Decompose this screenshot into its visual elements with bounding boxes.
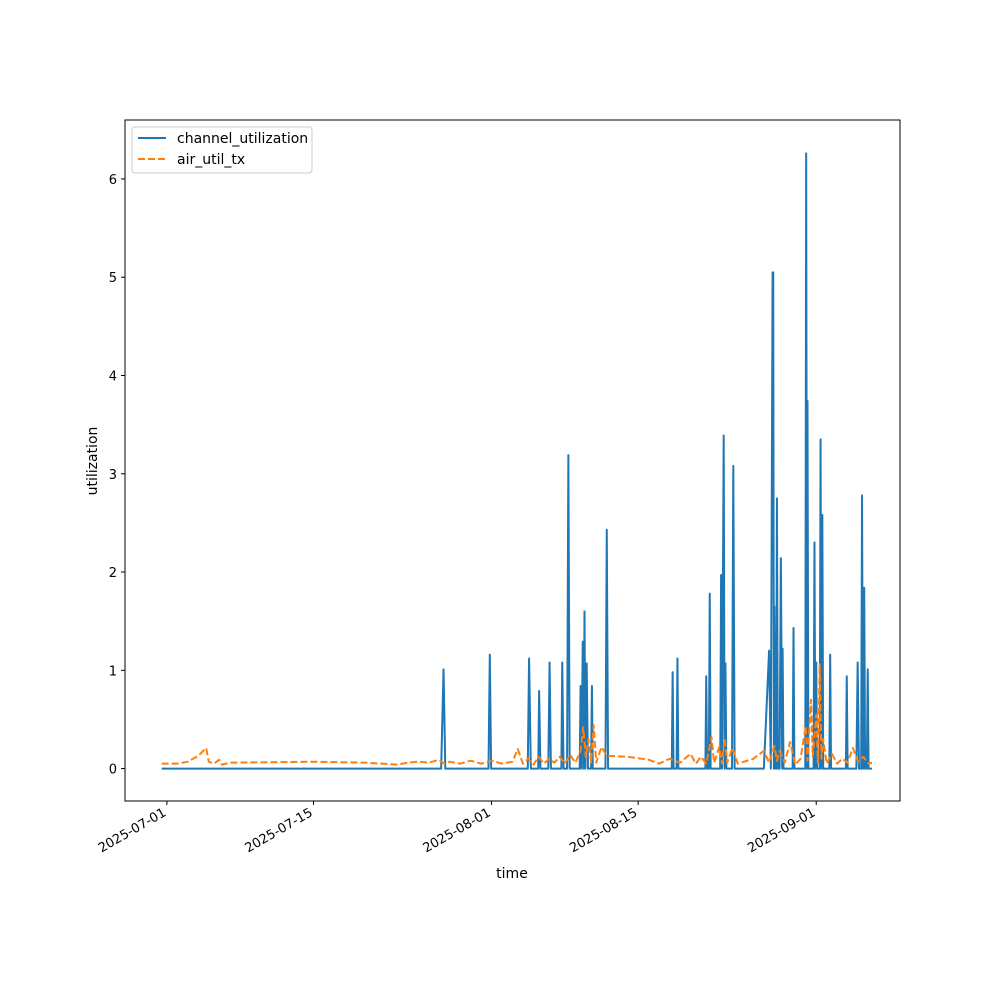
x-tick-label: 2025-09-01 (745, 805, 818, 856)
y-tick-label: 6 (109, 173, 117, 188)
x-tick-label: 2025-07-15 (243, 805, 316, 856)
legend-label-channel-utilization: channel_utilization (177, 131, 308, 147)
series-layer (161, 152, 873, 770)
y-tick-label: 5 (109, 271, 117, 286)
series-line-channel-utilization (161, 152, 873, 770)
plot-frame (124, 119, 901, 802)
legend-box (131, 126, 313, 174)
x-axis: 2025-07-01 2025-07-15 2025-08-01 2025-08-15… (96, 801, 818, 856)
legend-label-air-util-tx: air_util_tx (177, 152, 245, 168)
y-tick-label: 2 (109, 566, 117, 581)
x-axis-title: time (496, 866, 528, 882)
y-axis: 0 1 2 3 4 5 6 (109, 173, 125, 778)
y-tick-label: 0 (109, 763, 117, 778)
x-tick-label: 2025-08-01 (421, 805, 494, 856)
series-line-air-util-tx (161, 663, 873, 766)
y-tick-label: 3 (109, 468, 117, 483)
y-tick-label: 1 (109, 664, 117, 679)
x-tick-label: 2025-07-01 (96, 805, 169, 856)
y-tick-label: 4 (109, 369, 117, 384)
x-tick-label: 2025-08-15 (567, 805, 640, 856)
y-axis-title: utilization (85, 427, 101, 496)
legend: channel_utilization air_util_tx (131, 126, 313, 174)
